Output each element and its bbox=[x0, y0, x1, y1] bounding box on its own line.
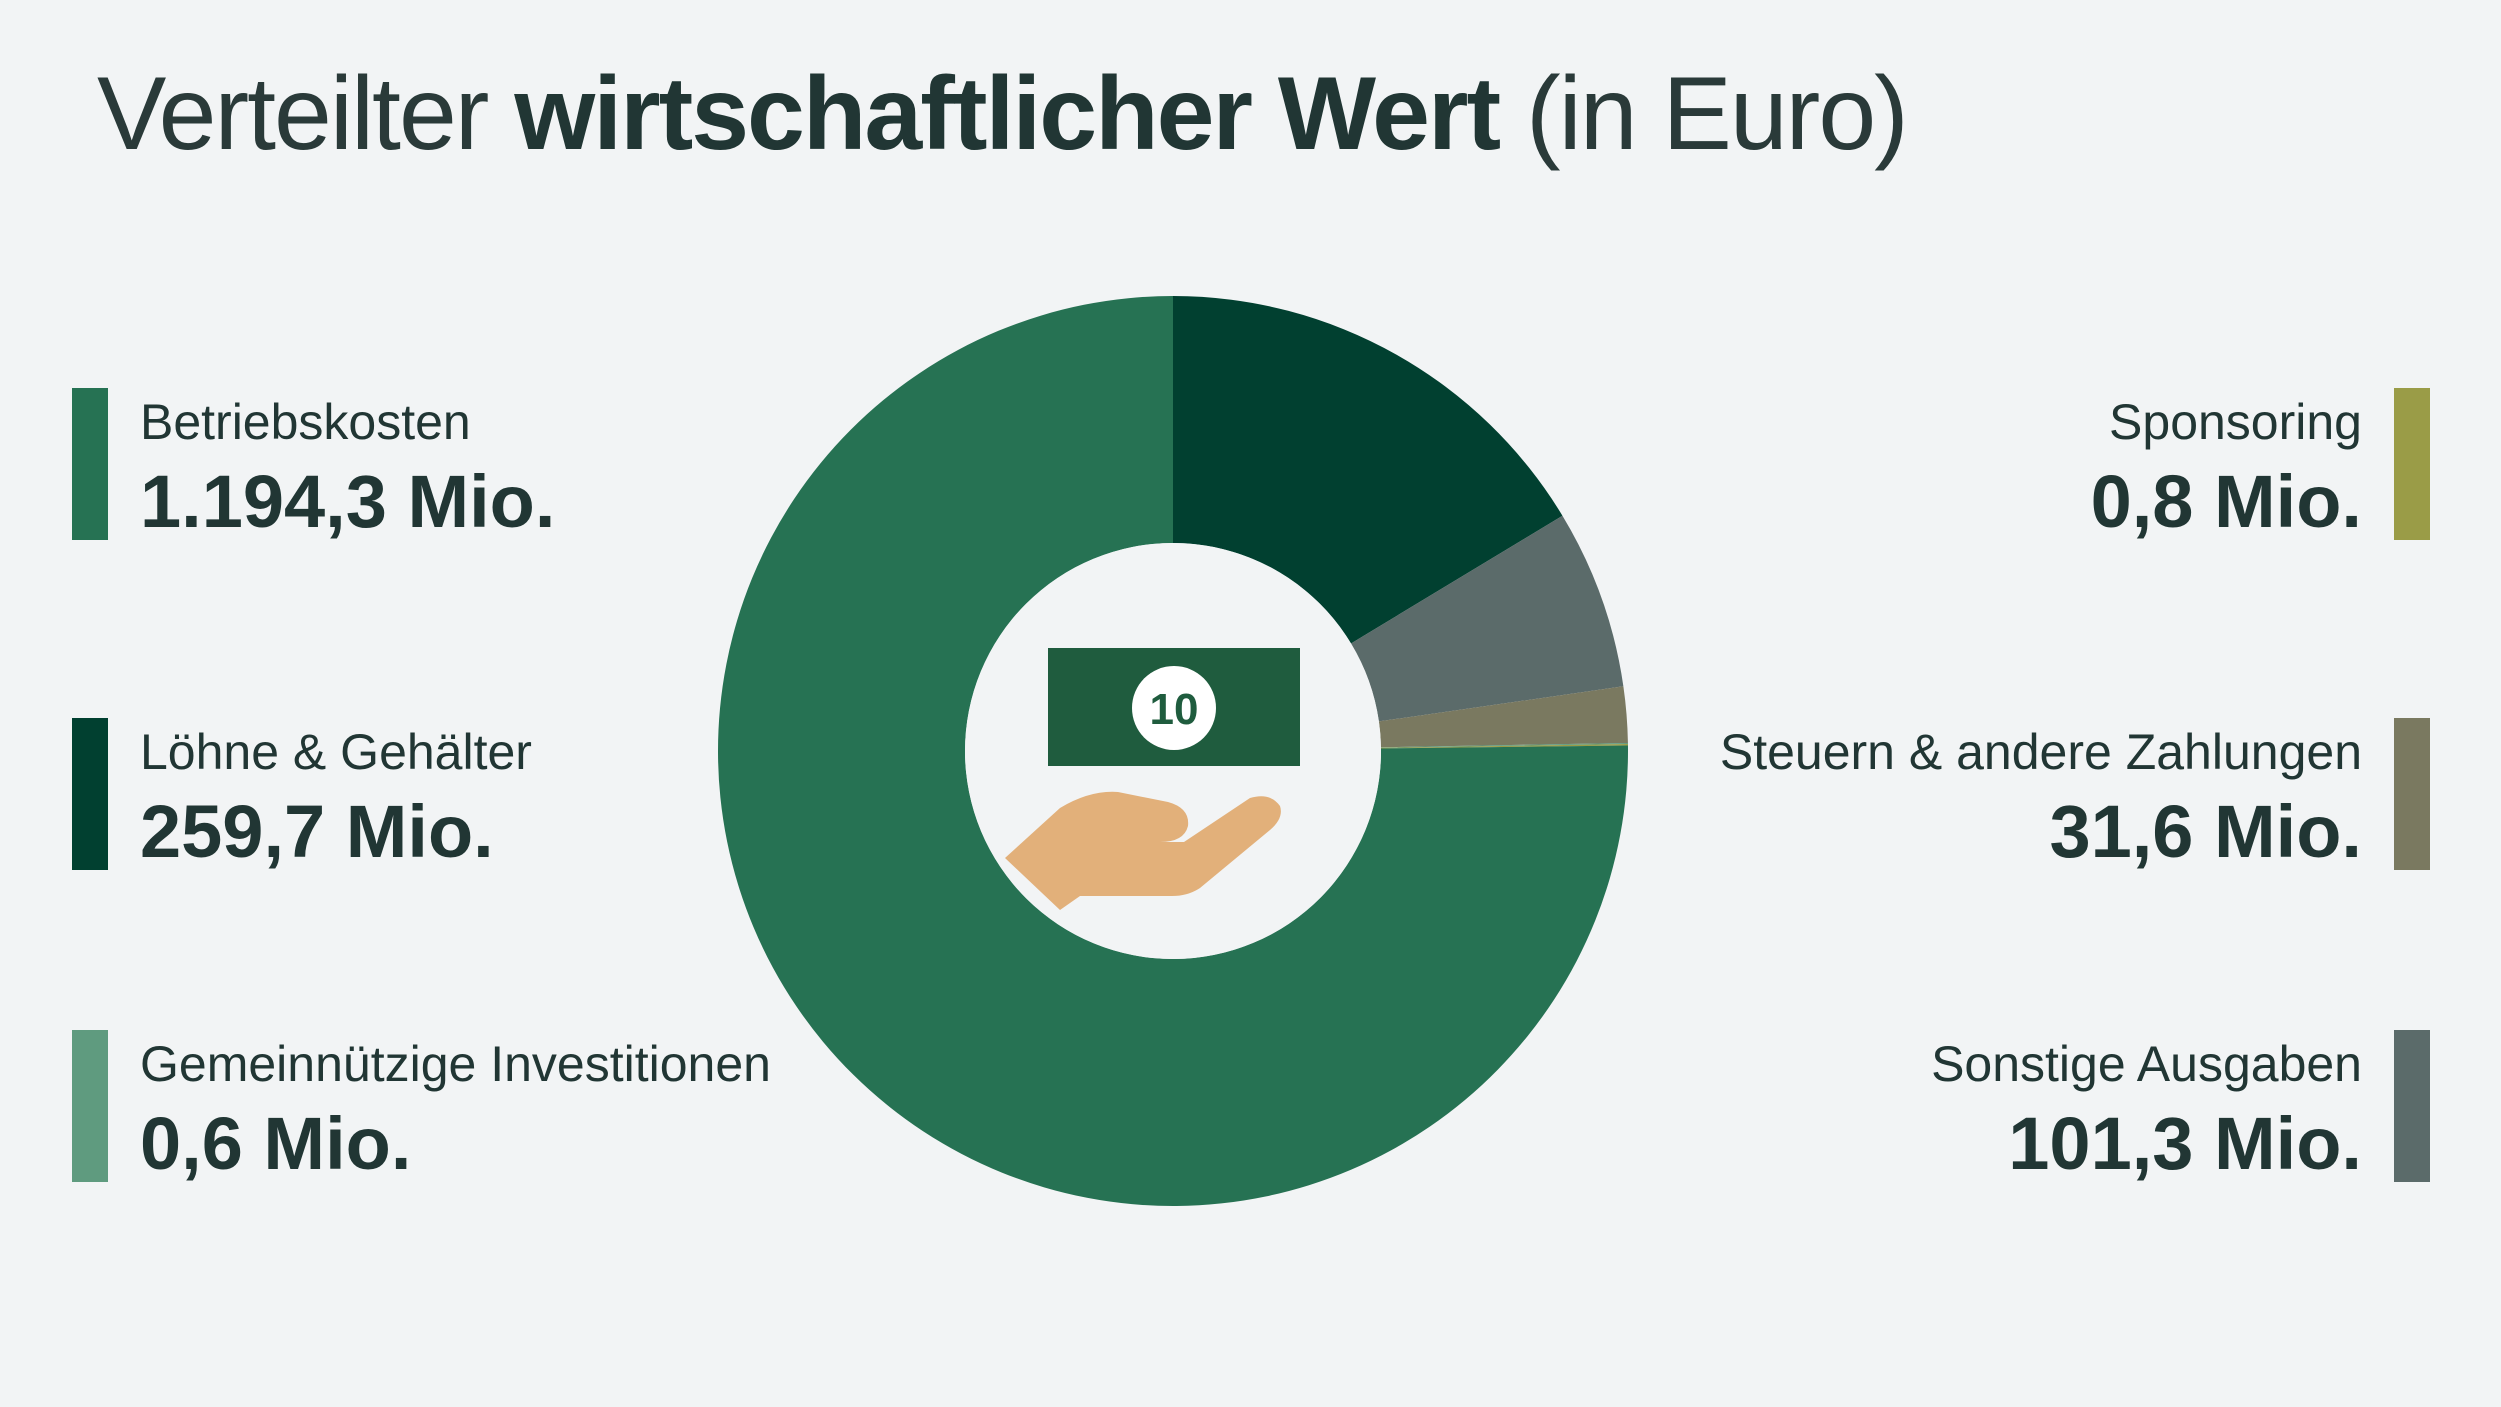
title-suffix: (in Euro) bbox=[1499, 56, 1909, 172]
legend-swatch bbox=[72, 718, 108, 870]
legend-label: Löhne & Gehälter bbox=[140, 724, 532, 780]
legend-swatch bbox=[72, 1030, 108, 1182]
legend-label: Steuern & andere Zahlungen bbox=[1719, 724, 2362, 780]
title-emphasis: wirtschaftlicher Wert bbox=[514, 56, 1501, 172]
title-prefix: Verteilter bbox=[97, 56, 515, 172]
legend-item-sonstige: Sonstige Ausgaben 101,3 Mio. bbox=[1670, 1030, 2430, 1186]
legend-value: 0,8 Mio. bbox=[2090, 460, 2362, 543]
legend-label: Sonstige Ausgaben bbox=[1931, 1036, 2362, 1092]
banknote-label: 10 bbox=[1150, 685, 1199, 734]
legend-label: Gemeinnützige Investitionen bbox=[140, 1036, 771, 1092]
donut-slice-0 bbox=[1173, 296, 1563, 644]
legend-item-steuern: Steuern & andere Zahlungen 31,6 Mio. bbox=[1670, 718, 2430, 874]
legend-label: Betriebskosten bbox=[140, 394, 471, 450]
legend-item-gemeinnuetzig: Gemeinnützige Investitionen 0,6 Mio. bbox=[72, 1030, 832, 1186]
legend-value: 101,3 Mio. bbox=[2008, 1102, 2362, 1185]
legend-swatch bbox=[2394, 1030, 2430, 1182]
donut-slice-4 bbox=[1380, 744, 1628, 749]
legend-value: 1.194,3 Mio. bbox=[140, 460, 556, 543]
legend-item-sponsoring: Sponsoring 0,8 Mio. bbox=[1670, 388, 2430, 544]
legend-item-betriebskosten: Betriebskosten 1.194,3 Mio. bbox=[72, 388, 832, 544]
donut-slice-5 bbox=[718, 296, 1629, 1206]
donut-slice-3 bbox=[1380, 742, 1628, 748]
chart-title: Verteilter wirtschaftlicher Wert (in Eur… bbox=[97, 62, 1909, 166]
legend-swatch bbox=[72, 388, 108, 540]
hand-money-icon: 10 bbox=[1005, 648, 1300, 910]
legend-item-loehne: Löhne & Gehälter 259,7 Mio. bbox=[72, 718, 832, 874]
donut-slices bbox=[718, 296, 1629, 1206]
donut-slice-2 bbox=[1378, 686, 1628, 748]
legend-value: 0,6 Mio. bbox=[140, 1102, 412, 1185]
donut-slice-1 bbox=[1351, 515, 1624, 722]
legend-swatch bbox=[2394, 388, 2430, 540]
banknote-coin bbox=[1132, 666, 1216, 750]
legend-label: Sponsoring bbox=[2109, 394, 2362, 450]
hand-icon bbox=[1005, 791, 1281, 910]
legend-value: 31,6 Mio. bbox=[2049, 790, 2362, 873]
legend-value: 259,7 Mio. bbox=[140, 790, 494, 873]
legend-swatch bbox=[2394, 718, 2430, 870]
